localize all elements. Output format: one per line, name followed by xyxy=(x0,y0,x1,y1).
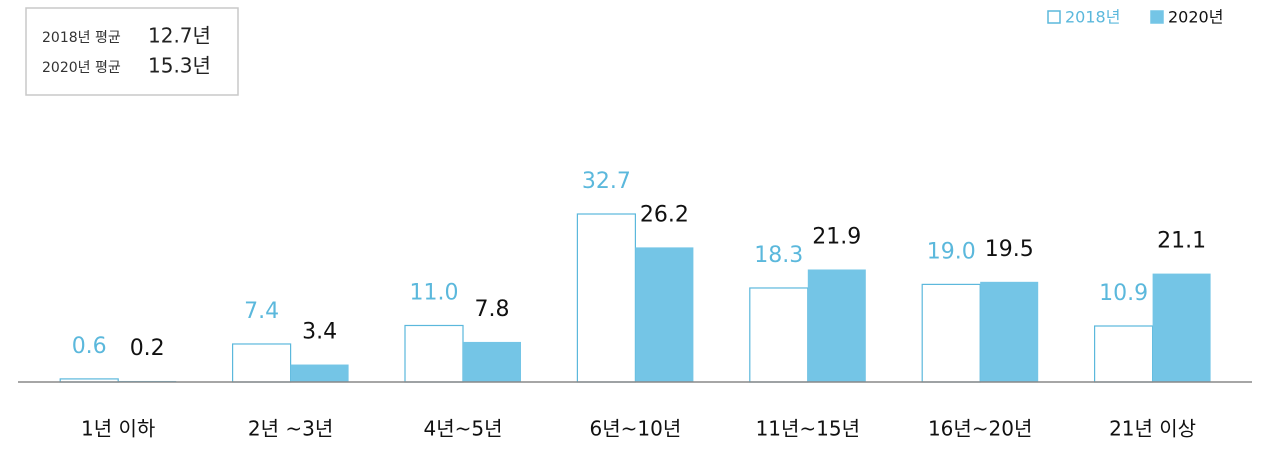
average-value: 15.3년 xyxy=(148,54,211,78)
x-tick-label: 2년 ~3년 xyxy=(248,417,333,441)
bar xyxy=(576,213,637,383)
value-label: 11.0 xyxy=(410,280,459,305)
average-box xyxy=(25,7,239,96)
value-label: 0.6 xyxy=(72,334,107,359)
legend-swatch xyxy=(1150,10,1164,24)
x-tick-label: 6년~10년 xyxy=(590,417,682,441)
value-label: 10.9 xyxy=(1099,281,1148,306)
value-label: 19.5 xyxy=(985,237,1034,262)
bar xyxy=(463,341,521,382)
bar xyxy=(635,247,694,382)
value-label: 3.4 xyxy=(302,320,337,345)
bar xyxy=(749,287,809,383)
bar xyxy=(232,343,292,383)
x-tick-label: 11년~15년 xyxy=(756,417,860,441)
value-label: 7.4 xyxy=(244,299,279,324)
value-label: 21.9 xyxy=(812,224,861,249)
value-label: 7.8 xyxy=(475,297,510,322)
x-tick-label: 4년~5년 xyxy=(423,417,502,441)
value-label: 32.7 xyxy=(582,169,631,194)
value-label: 0.2 xyxy=(130,336,165,361)
bar xyxy=(290,364,349,382)
legend-swatch xyxy=(1047,10,1061,24)
average-label: 2020년 평균 xyxy=(42,60,121,76)
x-tick-label: 1년 이하 xyxy=(81,417,155,441)
value-label: 19.0 xyxy=(927,239,976,264)
legend-label: 2018년 xyxy=(1065,8,1120,27)
value-label: 26.2 xyxy=(640,202,689,227)
average-label: 2018년 평균 xyxy=(42,30,121,46)
legend-label: 2020년 xyxy=(1168,8,1223,27)
bar xyxy=(1093,325,1154,383)
bar xyxy=(404,324,464,383)
bar xyxy=(807,269,866,382)
bar xyxy=(1152,273,1211,382)
average-value: 12.7년 xyxy=(148,24,211,48)
x-tick-label: 21년 이상 xyxy=(1109,417,1196,441)
x-tick-label: 16년~20년 xyxy=(928,417,1032,441)
bar xyxy=(921,283,981,383)
bar xyxy=(980,281,1039,382)
value-label: 18.3 xyxy=(754,243,803,268)
value-label: 21.1 xyxy=(1157,229,1206,254)
